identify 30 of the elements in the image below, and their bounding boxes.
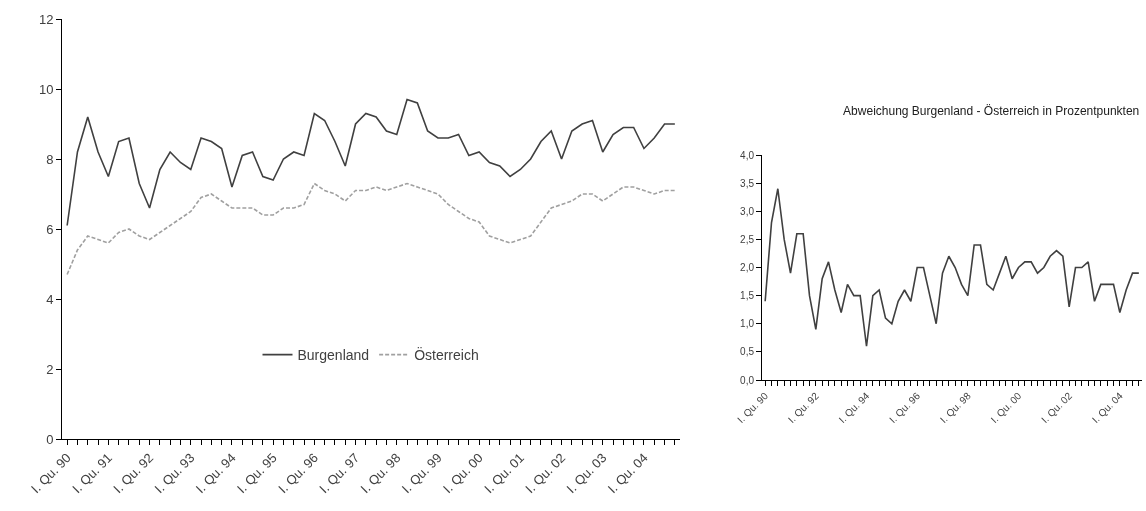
y-tick-label: 2 [46, 361, 54, 377]
y-tick-label: 0,0 [740, 374, 755, 386]
x-tick-label: I. Qu. 98 [937, 389, 974, 426]
x-tick-label: I. Qu. 90 [735, 389, 771, 426]
y-tick-label: 0,5 [740, 346, 755, 358]
y-tick-label: 8 [46, 151, 54, 167]
line-series [764, 187, 1140, 348]
y-tick-label: 3,5 [740, 177, 755, 189]
y-tick-label: 10 [38, 81, 54, 97]
x-tick-label: I. Qu. 04 [1089, 389, 1126, 426]
x-tick-label: I. Qu. 94 [836, 389, 872, 426]
x-tick-label: I. Qu. 96 [887, 389, 923, 426]
y-tick-label: 4 [46, 291, 54, 307]
legend-label: Burgenland [297, 347, 370, 364]
y-tick-label: 3,0 [740, 205, 755, 217]
y-tick-label: 0 [46, 431, 54, 447]
legend-label: Österreich [414, 346, 479, 364]
y-tick-label: 1,5 [740, 290, 755, 302]
x-tick-label: I. Qu. 00 [988, 389, 1024, 426]
line-series [66, 98, 676, 227]
y-tick-label: 1,0 [740, 318, 755, 330]
y-tick-label: 6 [46, 221, 54, 237]
y-tick-label: 2,5 [740, 233, 755, 245]
y-tick-label: 4,0 [740, 149, 755, 161]
chart-title: Abweichung Burgenland - Österreich in Prozentpunkten [843, 104, 1140, 118]
x-tick-label: I. Qu. 92 [785, 389, 822, 426]
line-series [66, 182, 676, 276]
x-tick-label: I. Qu. 02 [1039, 389, 1075, 426]
y-tick-label: 12 [38, 11, 54, 27]
y-tick-label: 2,0 [740, 262, 755, 273]
